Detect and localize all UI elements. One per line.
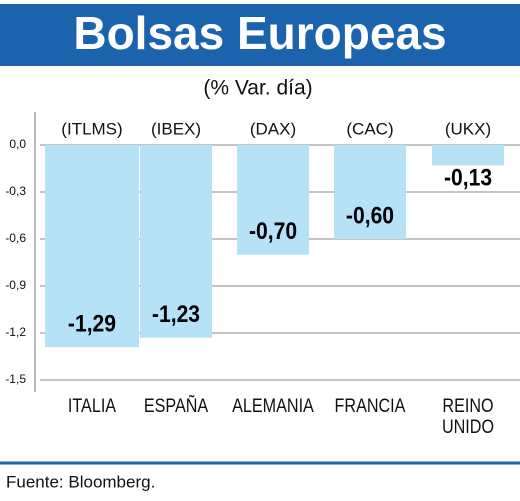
ticker-label: (IBEX) — [151, 119, 201, 138]
x-tick-label: FRANCIA — [334, 396, 406, 417]
y-tick-label: -1,5 — [5, 372, 26, 386]
source: Fuente: Bloomberg. — [6, 472, 155, 491]
ticker-label: (ITLMS) — [61, 119, 122, 138]
value-label: -1,23 — [152, 301, 200, 328]
ticker-label: (CAC) — [346, 119, 393, 138]
value-label: -1,29 — [68, 310, 116, 337]
title-banner — [0, 4, 520, 66]
y-tick-label: -0,6 — [5, 231, 26, 245]
chart-subtitle: (% Var. día) — [203, 77, 312, 100]
x-tick-label: ESPAÑA — [143, 396, 209, 417]
bar — [432, 145, 504, 166]
bar — [237, 145, 309, 255]
value-label: -0,70 — [249, 218, 297, 245]
bar — [140, 145, 212, 338]
chart-title: Bolsas Europeas — [73, 7, 446, 59]
y-tick-label: -0,3 — [5, 184, 26, 198]
value-label: -0,60 — [346, 202, 394, 229]
x-tick-label: REINO UNIDO — [441, 396, 495, 438]
bar — [334, 145, 406, 239]
ticker-label: (DAX) — [250, 119, 296, 138]
y-tick-label: -1,2 — [5, 325, 26, 339]
ticker-label: (UKX) — [445, 119, 491, 138]
bar — [45, 145, 139, 348]
y-tick-label: -0,9 — [5, 278, 26, 292]
x-tick-label: ITALIA — [67, 396, 117, 417]
x-tick-label: ALEMANIA — [232, 396, 314, 417]
value-label: -0,13 — [444, 164, 492, 191]
y-tick-label: 0,0 — [9, 137, 26, 151]
